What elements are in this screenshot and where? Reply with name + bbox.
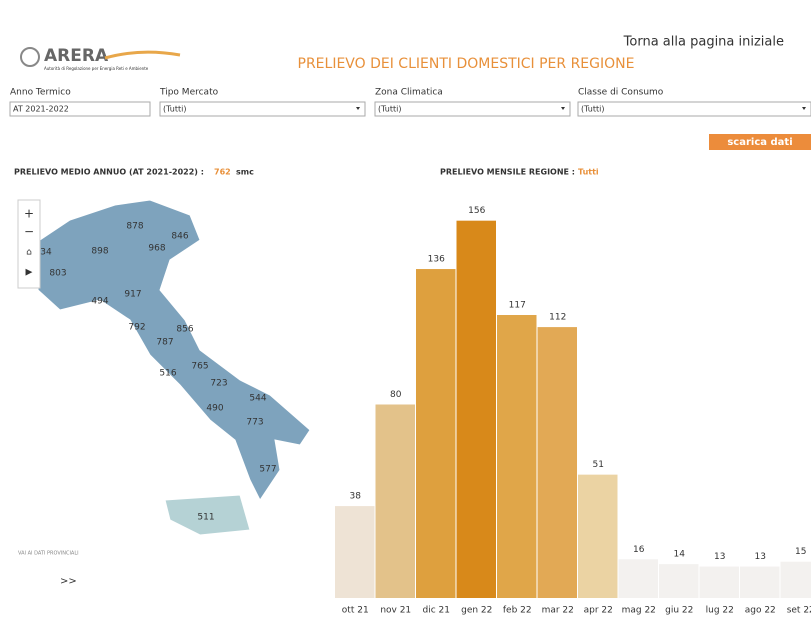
bar-label: 16: [633, 545, 645, 555]
download-label: scarica dati: [727, 137, 792, 148]
svg-text:▶: ▶: [26, 268, 33, 278]
chart-title-value: Tutti: [578, 168, 599, 177]
bar-label: 80: [390, 390, 402, 400]
logo-wave: [105, 52, 180, 58]
map-average: 762: [214, 168, 231, 177]
logo-subtitle: Autorità di Regolazione per Energia Reti…: [44, 66, 149, 71]
region-label: 516: [159, 369, 176, 379]
region-label: 511: [197, 513, 214, 523]
x-tick-label: feb 22: [503, 606, 532, 616]
region-label: 917: [124, 290, 141, 300]
x-tick-label: dic 21: [423, 606, 450, 616]
x-tick-label: set 22: [787, 606, 811, 616]
x-tick-label: mar 22: [542, 606, 574, 616]
chart-title: PRELIEVO MENSILE REGIONE :: [440, 168, 575, 177]
region-label: 34: [40, 248, 52, 258]
filter-label: Classe di Consumo: [578, 88, 664, 98]
region-label: 968: [148, 244, 165, 254]
bar-label: 14: [674, 550, 686, 560]
x-tick-label: ott 21: [342, 606, 369, 616]
region-label: 856: [176, 325, 193, 335]
bar[interactable]: [538, 327, 578, 598]
region-label: 544: [249, 394, 266, 404]
filter-value: AT 2021-2022: [13, 105, 69, 114]
bar-label: 13: [755, 552, 766, 562]
region-label: 490: [206, 404, 223, 414]
bar-label: 136: [428, 255, 445, 265]
region-label: 878: [126, 222, 143, 232]
filter-label: Anno Termico: [10, 88, 71, 98]
filter-value: (Tutti): [378, 105, 401, 114]
region-label: 846: [171, 232, 188, 242]
provincial-link[interactable]: VAI AI DATI PROVINCIALI: [18, 551, 79, 557]
x-tick-label: lug 22: [706, 606, 734, 616]
region-label: 787: [156, 338, 173, 348]
svg-text:−: −: [24, 225, 34, 239]
filter-box[interactable]: [160, 102, 365, 116]
x-tick-label: giu 22: [665, 606, 693, 616]
region-label: 792: [128, 323, 145, 333]
map-controls: + − ⌂ ▶: [18, 200, 40, 288]
filter-box[interactable]: [375, 102, 570, 116]
filter-label: Tipo Mercato: [159, 88, 219, 98]
filter-value: (Tutti): [581, 105, 604, 114]
region-label: 494: [91, 297, 108, 307]
bar[interactable]: [578, 475, 618, 598]
x-tick-label: gen 22: [461, 606, 492, 616]
bar[interactable]: [457, 221, 497, 598]
x-tick-label: apr 22: [584, 606, 613, 616]
italy-map[interactable]: [38, 200, 310, 500]
bar[interactable]: [659, 564, 699, 598]
bar[interactable]: [781, 562, 811, 598]
region-label: 898: [91, 247, 108, 257]
logo: ARERA: [44, 46, 109, 66]
bar[interactable]: [376, 405, 416, 599]
region-label: 577: [259, 465, 276, 475]
filter-value: (Tutti): [163, 105, 186, 114]
bar-label: 156: [468, 206, 485, 216]
svg-text:⌂: ⌂: [26, 248, 32, 258]
x-tick-label: mag 22: [622, 606, 656, 616]
bar-label: 117: [509, 301, 526, 311]
filter-label: Zona Climatica: [375, 88, 443, 98]
bar-label: 15: [795, 547, 806, 557]
page-title: PRELIEVO DEI CLIENTI DOMESTICI PER REGIO…: [298, 56, 635, 72]
bar[interactable]: [740, 567, 780, 598]
filter-box[interactable]: [578, 102, 811, 116]
x-tick-label: nov 21: [380, 606, 411, 616]
bar[interactable]: [700, 567, 740, 598]
map-unit: smc: [236, 168, 254, 177]
next-button[interactable]: >>: [60, 576, 77, 587]
svg-text:+: +: [24, 207, 34, 221]
bar-label: 38: [350, 492, 362, 502]
bar-label: 13: [714, 552, 725, 562]
bar-label: 112: [549, 313, 566, 323]
region-label: 773: [246, 418, 263, 428]
bar[interactable]: [619, 559, 659, 598]
map-title: PRELIEVO MEDIO ANNUO (AT 2021-2022) :: [14, 168, 204, 177]
region-label: 803: [49, 269, 66, 279]
bar[interactable]: [335, 506, 375, 598]
region-label: 723: [210, 379, 227, 389]
x-tick-label: ago 22: [745, 606, 776, 616]
logo-icon: [21, 48, 39, 66]
home-link[interactable]: Torna alla pagina iniziale: [623, 35, 784, 50]
bar[interactable]: [497, 315, 537, 598]
bar[interactable]: [416, 269, 456, 598]
bar-label: 51: [593, 460, 604, 470]
region-label: 765: [191, 362, 208, 372]
